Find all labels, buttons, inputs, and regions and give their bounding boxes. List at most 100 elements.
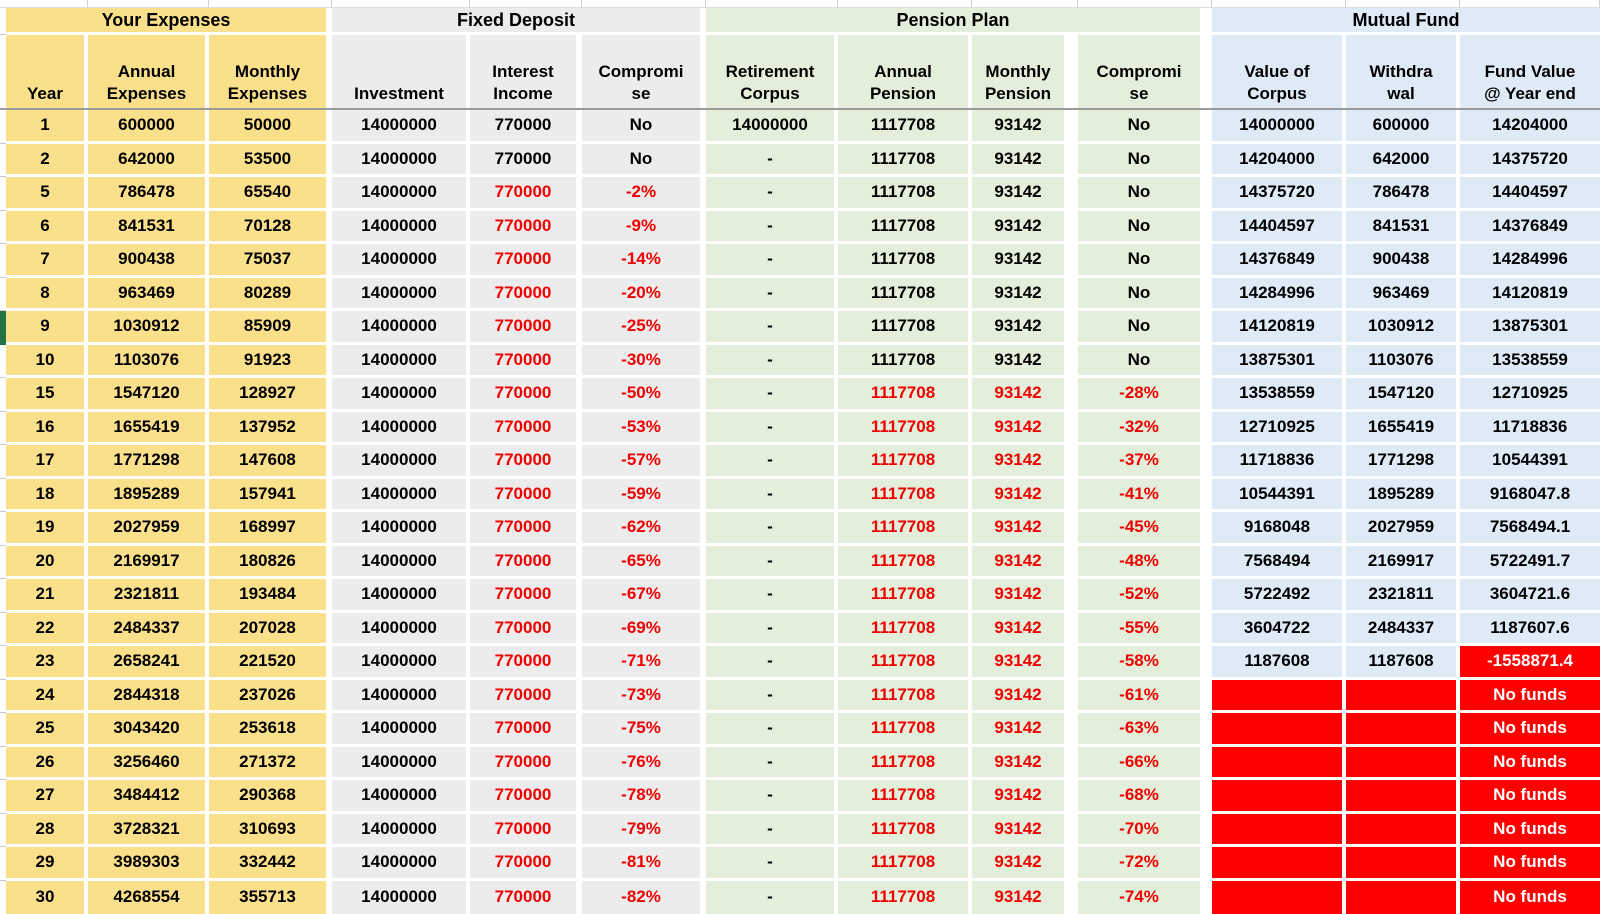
cell-pension-compromise[interactable]: -52% [1078, 579, 1212, 613]
cell-monthly-pension[interactable]: 93142 [972, 143, 1078, 177]
cell-fd-compromise[interactable]: -65% [582, 545, 706, 579]
cell-interest-income[interactable]: 770000 [470, 210, 582, 244]
cell-monthly-pension[interactable]: 93142 [972, 713, 1078, 747]
column-header-annual-pension[interactable]: Annual Pension [838, 35, 972, 110]
cell-fund-value[interactable]: 14376849 [1460, 210, 1600, 244]
cell-withdrawal[interactable] [1346, 847, 1460, 881]
cell-annual-expenses[interactable]: 2027959 [88, 512, 209, 546]
cell-withdrawal[interactable]: 1187608 [1346, 646, 1460, 680]
cell-withdrawal[interactable]: 963469 [1346, 277, 1460, 311]
cell-monthly-pension[interactable]: 93142 [972, 512, 1078, 546]
cell-retirement-corpus[interactable]: - [706, 344, 838, 378]
cell-fd-compromise[interactable]: -79% [582, 813, 706, 847]
cell-year[interactable]: 26 [6, 746, 88, 780]
cell-interest-income[interactable]: 770000 [470, 780, 582, 814]
cell-investment[interactable]: 14000000 [332, 847, 470, 881]
cell-monthly-expenses[interactable]: 193484 [209, 579, 332, 613]
cell-monthly-expenses[interactable]: 332442 [209, 847, 332, 881]
cell-pension-compromise[interactable]: -48% [1078, 545, 1212, 579]
cell-annual-expenses[interactable]: 841531 [88, 210, 209, 244]
cell-year[interactable]: 22 [6, 612, 88, 646]
cell-value-of-corpus[interactable]: 9168048 [1212, 512, 1346, 546]
cell-fund-value[interactable]: No funds [1460, 847, 1600, 881]
cell-value-of-corpus[interactable]: 7568494 [1212, 545, 1346, 579]
cell-value-of-corpus[interactable]: 5722492 [1212, 579, 1346, 613]
cell-withdrawal[interactable]: 786478 [1346, 177, 1460, 211]
cell-fund-value[interactable]: No funds [1460, 880, 1600, 914]
cell-value-of-corpus[interactable]: 14000000 [1212, 110, 1346, 144]
column-header-fund-value[interactable]: Fund Value @ Year end [1460, 35, 1600, 110]
cell-retirement-corpus[interactable]: - [706, 579, 838, 613]
cell-retirement-corpus[interactable]: - [706, 277, 838, 311]
cell-investment[interactable]: 14000000 [332, 512, 470, 546]
cell-fund-value[interactable]: 14284996 [1460, 244, 1600, 278]
cell-investment[interactable]: 14000000 [332, 813, 470, 847]
cell-interest-income[interactable]: 770000 [470, 143, 582, 177]
cell-annual-expenses[interactable]: 1655419 [88, 411, 209, 445]
cell-withdrawal[interactable]: 900438 [1346, 244, 1460, 278]
cell-year[interactable]: 21 [6, 579, 88, 613]
cell-fd-compromise[interactable]: -82% [582, 880, 706, 914]
cell-fund-value[interactable]: 12710925 [1460, 378, 1600, 412]
cell-retirement-corpus[interactable]: - [706, 612, 838, 646]
cell-annual-pension[interactable]: 1117708 [838, 847, 972, 881]
cell-investment[interactable]: 14000000 [332, 311, 470, 345]
cell-withdrawal[interactable]: 2484337 [1346, 612, 1460, 646]
cell-withdrawal[interactable]: 1655419 [1346, 411, 1460, 445]
cell-withdrawal[interactable]: 2027959 [1346, 512, 1460, 546]
cell-investment[interactable]: 14000000 [332, 143, 470, 177]
cell-value-of-corpus[interactable]: 13875301 [1212, 344, 1346, 378]
cell-monthly-expenses[interactable]: 237026 [209, 679, 332, 713]
cell-investment[interactable]: 14000000 [332, 780, 470, 814]
cell-monthly-pension[interactable]: 93142 [972, 847, 1078, 881]
cell-annual-pension[interactable]: 1117708 [838, 244, 972, 278]
cell-pension-compromise[interactable]: No [1078, 311, 1212, 345]
cell-monthly-expenses[interactable]: 85909 [209, 311, 332, 345]
column-header-interest-income[interactable]: Interest Income [470, 35, 582, 110]
cell-retirement-corpus[interactable]: - [706, 746, 838, 780]
cell-investment[interactable]: 14000000 [332, 244, 470, 278]
cell-retirement-corpus[interactable]: - [706, 713, 838, 747]
cell-withdrawal[interactable] [1346, 746, 1460, 780]
cell-monthly-expenses[interactable]: 128927 [209, 378, 332, 412]
cell-pension-compromise[interactable]: -74% [1078, 880, 1212, 914]
cell-fd-compromise[interactable]: -25% [582, 311, 706, 345]
cell-interest-income[interactable]: 770000 [470, 244, 582, 278]
cell-annual-expenses[interactable]: 2658241 [88, 646, 209, 680]
cell-retirement-corpus[interactable]: - [706, 177, 838, 211]
column-header-withdrawal[interactable]: Withdra wal [1346, 35, 1460, 110]
cell-annual-expenses[interactable]: 2169917 [88, 545, 209, 579]
cell-value-of-corpus[interactable]: 13538559 [1212, 378, 1346, 412]
cell-interest-income[interactable]: 770000 [470, 679, 582, 713]
cell-fund-value[interactable]: -1558871.4 [1460, 646, 1600, 680]
cell-investment[interactable]: 14000000 [332, 210, 470, 244]
cell-retirement-corpus[interactable]: - [706, 244, 838, 278]
cell-value-of-corpus[interactable] [1212, 746, 1346, 780]
cell-monthly-expenses[interactable]: 137952 [209, 411, 332, 445]
cell-fund-value[interactable]: No funds [1460, 746, 1600, 780]
cell-interest-income[interactable]: 770000 [470, 445, 582, 479]
cell-interest-income[interactable]: 770000 [470, 512, 582, 546]
cell-monthly-pension[interactable]: 93142 [972, 579, 1078, 613]
column-header-annual-expenses[interactable]: Annual Expenses [88, 35, 209, 110]
cell-retirement-corpus[interactable]: - [706, 210, 838, 244]
cell-investment[interactable]: 14000000 [332, 746, 470, 780]
cell-fund-value[interactable]: 14404597 [1460, 177, 1600, 211]
column-header-value-of-corpus[interactable]: Value of Corpus [1212, 35, 1346, 110]
cell-fd-compromise[interactable]: -62% [582, 512, 706, 546]
cell-fd-compromise[interactable]: No [582, 143, 706, 177]
cell-investment[interactable]: 14000000 [332, 880, 470, 914]
column-header-retirement-corpus[interactable]: Retirement Corpus [706, 35, 838, 110]
cell-annual-pension[interactable]: 1117708 [838, 880, 972, 914]
cell-value-of-corpus[interactable]: 1187608 [1212, 646, 1346, 680]
cell-annual-pension[interactable]: 1117708 [838, 445, 972, 479]
cell-monthly-expenses[interactable]: 207028 [209, 612, 332, 646]
cell-annual-expenses[interactable]: 1771298 [88, 445, 209, 479]
cell-fund-value[interactable]: 7568494.1 [1460, 512, 1600, 546]
cell-interest-income[interactable]: 770000 [470, 579, 582, 613]
cell-monthly-pension[interactable]: 93142 [972, 545, 1078, 579]
cell-fund-value[interactable]: 14204000 [1460, 110, 1600, 144]
cell-monthly-expenses[interactable]: 147608 [209, 445, 332, 479]
cell-annual-pension[interactable]: 1117708 [838, 143, 972, 177]
cell-retirement-corpus[interactable]: 14000000 [706, 110, 838, 144]
